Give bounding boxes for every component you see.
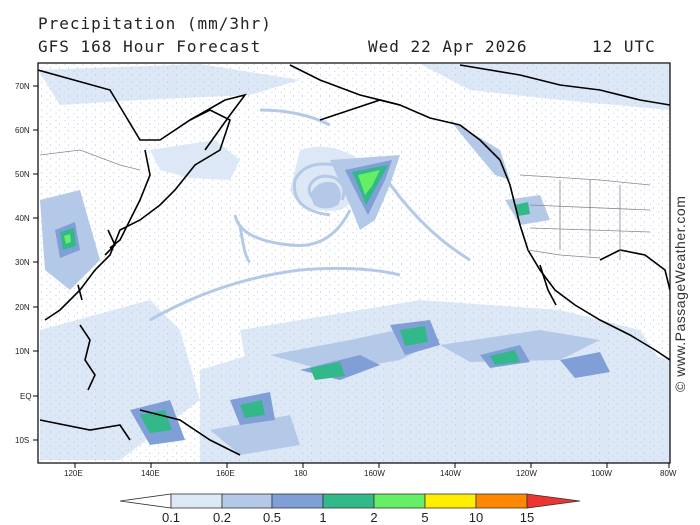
lat-label-50n: 50N	[15, 170, 30, 179]
watermark-text: © www.PassageWeather.com	[672, 195, 688, 392]
lat-label-70n: 70N	[15, 82, 30, 91]
legend-label-10: 10	[468, 510, 484, 525]
forecast-subtitle: GFS 168 Hour Forecast	[38, 37, 262, 56]
lat-label-20n: 20N	[15, 303, 30, 312]
lon-label-140e: 140E	[141, 469, 160, 478]
legend-swatch	[221, 493, 273, 509]
legend-label-0-5: 0.5	[262, 510, 282, 525]
map-ticks	[33, 85, 670, 468]
borders	[39, 149, 651, 260]
lon-label-180: 180	[294, 469, 308, 478]
lon-label-160e: 160E	[216, 469, 235, 478]
lon-label-160w: 160W	[364, 469, 385, 478]
precip-field	[38, 63, 670, 463]
legend-label-2: 2	[370, 510, 378, 525]
coastlines	[38, 64, 670, 456]
legend-swatch	[271, 493, 324, 509]
map-frame	[37, 62, 671, 464]
lat-label-30n: 30N	[15, 258, 30, 267]
legend-swatch-below	[119, 493, 172, 509]
legend-label-0-1: 0.1	[161, 510, 181, 525]
precip-legend	[119, 493, 581, 509]
legend-label-1: 1	[319, 510, 327, 525]
lon-label-80w: 80W	[660, 469, 677, 478]
legend-label-5: 5	[421, 510, 429, 525]
legend-swatch	[424, 493, 477, 509]
forecast-date: Wed 22 Apr 2026	[368, 37, 528, 56]
lat-label-10n: 10N	[15, 347, 30, 356]
legend-label-0-2: 0.2	[212, 510, 232, 525]
legend-swatch	[170, 493, 223, 509]
lon-label-100w: 100W	[591, 469, 612, 478]
forecast-time: 12 UTC	[592, 37, 656, 56]
lon-label-120e: 120E	[64, 469, 83, 478]
lat-label-10s: 10S	[15, 436, 30, 445]
legend-swatch-above	[526, 493, 581, 509]
legend-swatch	[475, 493, 528, 509]
lat-label-eq: EQ	[20, 392, 32, 401]
lon-label-120w: 120W	[516, 469, 537, 478]
lat-label-40n: 40N	[15, 214, 30, 223]
legend-swatch	[322, 493, 375, 509]
lat-label-60n: 60N	[15, 126, 30, 135]
legend-label-15: 15	[519, 510, 535, 525]
legend-swatch	[373, 493, 426, 509]
lon-label-140w: 140W	[440, 469, 461, 478]
map-title: Precipitation (mm/3hr)	[38, 14, 272, 33]
